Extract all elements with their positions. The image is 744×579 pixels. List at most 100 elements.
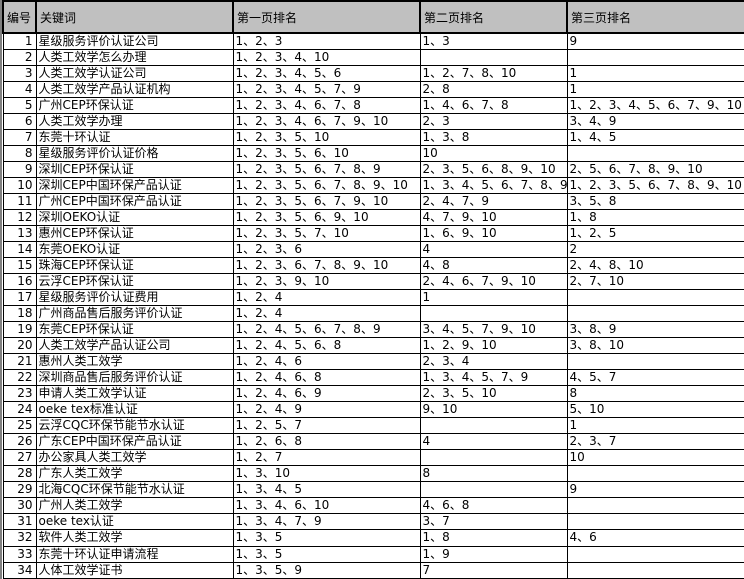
cell-keyword[interactable]: 办公家具人类工效学 <box>35 449 234 467</box>
cell-page3-rank[interactable]: 1、2、3、5、6、7、8、9、10 <box>566 177 744 195</box>
cell-keyword[interactable]: 软件人类工效学 <box>35 529 234 547</box>
cell-page3-rank[interactable]: 5、10 <box>566 401 744 419</box>
cell-page3-rank[interactable]: 2 <box>566 241 744 259</box>
cell-page3-rank[interactable]: 1、4、5 <box>566 129 744 147</box>
cell-page3-rank[interactable]: 10 <box>566 449 744 467</box>
cell-page3-rank[interactable]: 1 <box>566 81 744 99</box>
cell-page1-rank[interactable]: 1、2、4、5、6、7、8、9 <box>232 321 421 339</box>
cell-page2-rank[interactable] <box>419 305 568 323</box>
cell-page3-rank[interactable]: 1、2、5 <box>566 225 744 243</box>
cell-keyword[interactable]: 广州人类工效学 <box>35 497 234 515</box>
cell-page1-rank[interactable]: 1、2、3、5、6、7、8、9、10 <box>232 177 421 195</box>
cell-page1-rank[interactable]: 1、2、4、6 <box>232 353 421 371</box>
cell-page2-rank[interactable]: 7 <box>419 561 568 579</box>
cell-page3-rank[interactable]: 3、4、9 <box>566 113 744 131</box>
cell-id[interactable]: 20 <box>2 337 37 355</box>
cell-id[interactable]: 21 <box>2 353 37 371</box>
cell-keyword[interactable]: 人类工效学产品认证机构 <box>35 81 234 99</box>
cell-page3-rank[interactable] <box>566 305 744 323</box>
cell-page1-rank[interactable]: 1、2、4 <box>232 305 421 323</box>
cell-keyword[interactable]: 人体工效学证书 <box>35 561 234 579</box>
cell-keyword[interactable]: 申请人类工效学认证 <box>35 385 234 403</box>
cell-page1-rank[interactable]: 1、2、5、7 <box>232 417 421 435</box>
cell-page1-rank[interactable]: 1、2、3、4、6、7、8 <box>232 97 421 115</box>
cell-keyword[interactable]: 人类工效学办理 <box>35 113 234 131</box>
cell-page1-rank[interactable]: 1、2、3、4、5、6 <box>232 65 421 83</box>
cell-page2-rank[interactable]: 1、9 <box>419 545 568 563</box>
cell-page2-rank[interactable]: 1、4、6、7、8 <box>419 97 568 115</box>
cell-page3-rank[interactable]: 4、6 <box>566 529 744 547</box>
cell-page2-rank[interactable]: 3、7 <box>419 513 568 531</box>
cell-keyword[interactable]: 东莞OEKO认证 <box>35 241 234 259</box>
cell-page2-rank[interactable]: 1、3、4、5、6、7、8、9 <box>419 177 568 195</box>
cell-page2-rank[interactable]: 4、8 <box>419 257 568 275</box>
cell-page2-rank[interactable]: 1、3、8 <box>419 129 568 147</box>
cell-page2-rank[interactable]: 4 <box>419 241 568 259</box>
cell-id[interactable]: 17 <box>2 289 37 307</box>
cell-id[interactable]: 31 <box>2 513 37 531</box>
cell-page3-rank[interactable]: 3、5、8 <box>566 193 744 211</box>
cell-keyword[interactable]: 广州CEP中国环保产品认证 <box>35 193 234 211</box>
cell-page1-rank[interactable]: 1、2、7 <box>232 449 421 467</box>
cell-page3-rank[interactable] <box>566 145 744 163</box>
cell-page2-rank[interactable]: 4、6、8 <box>419 497 568 515</box>
cell-keyword[interactable]: 深圳商品售后服务评价认证 <box>35 369 234 387</box>
cell-page3-rank[interactable]: 9 <box>566 481 744 499</box>
cell-keyword[interactable]: 人类工效学怎么办理 <box>35 49 234 67</box>
cell-page2-rank[interactable]: 1、2、9、10 <box>419 337 568 355</box>
cell-page3-rank[interactable] <box>566 465 744 483</box>
cell-page2-rank[interactable]: 1、6、9、10 <box>419 225 568 243</box>
cell-page1-rank[interactable]: 1、2、3、5、6、7、9、10 <box>232 193 421 211</box>
cell-id[interactable]: 29 <box>2 481 37 499</box>
cell-page2-rank[interactable]: 1、8 <box>419 529 568 547</box>
cell-page3-rank[interactable]: 2、5、6、7、8、9、10 <box>566 161 744 179</box>
cell-id[interactable]: 30 <box>2 497 37 515</box>
cell-id[interactable]: 9 <box>2 161 37 179</box>
cell-id[interactable]: 1 <box>2 32 37 51</box>
cell-page2-rank[interactable]: 1 <box>419 289 568 307</box>
cell-page2-rank[interactable] <box>419 49 568 67</box>
cell-keyword[interactable]: 云浮CEP环保认证 <box>35 273 234 291</box>
cell-page1-rank[interactable]: 1、2、3、9、10 <box>232 273 421 291</box>
cell-page1-rank[interactable]: 1、3、5 <box>232 545 421 563</box>
cell-page1-rank[interactable]: 1、3、10 <box>232 465 421 483</box>
cell-page3-rank[interactable]: 2、4、8、10 <box>566 257 744 275</box>
cell-page1-rank[interactable]: 1、2、3 <box>232 32 421 51</box>
cell-id[interactable]: 32 <box>2 529 37 547</box>
cell-keyword[interactable]: 广东人类工效学 <box>35 465 234 483</box>
cell-page3-rank[interactable] <box>566 49 744 67</box>
cell-id[interactable]: 5 <box>2 97 37 115</box>
cell-id[interactable]: 8 <box>2 145 37 163</box>
cell-keyword[interactable]: 深圳CEP环保认证 <box>35 161 234 179</box>
cell-keyword[interactable]: 云浮CQC环保节能节水认证 <box>35 417 234 435</box>
cell-id[interactable]: 24 <box>2 401 37 419</box>
cell-keyword[interactable]: 北海CQC环保节能节水认证 <box>35 481 234 499</box>
cell-id[interactable]: 15 <box>2 257 37 275</box>
cell-id[interactable]: 12 <box>2 209 37 227</box>
cell-page2-rank[interactable]: 4 <box>419 433 568 451</box>
cell-keyword[interactable]: 惠州人类工效学 <box>35 353 234 371</box>
cell-id[interactable]: 26 <box>2 433 37 451</box>
cell-page2-rank[interactable]: 2、4、6、7、9、10 <box>419 273 568 291</box>
cell-keyword[interactable]: 广州商品售后服务评价认证 <box>35 305 234 323</box>
cell-keyword[interactable]: 星级服务评价认证价格 <box>35 145 234 163</box>
cell-keyword[interactable]: 深圳OEKO认证 <box>35 209 234 227</box>
cell-page2-rank[interactable]: 8 <box>419 465 568 483</box>
cell-page1-rank[interactable]: 1、3、5 <box>232 529 421 547</box>
cell-page2-rank[interactable] <box>419 481 568 499</box>
cell-page2-rank[interactable] <box>419 417 568 435</box>
cell-id[interactable]: 16 <box>2 273 37 291</box>
cell-id[interactable]: 22 <box>2 369 37 387</box>
cell-id[interactable]: 4 <box>2 81 37 99</box>
cell-page3-rank[interactable]: 1 <box>566 417 744 435</box>
col-header-keyword[interactable]: 关键词 <box>35 0 234 34</box>
cell-page2-rank[interactable]: 2、3、5、10 <box>419 385 568 403</box>
cell-page1-rank[interactable]: 1、2、3、4、10 <box>232 49 421 67</box>
cell-page2-rank[interactable]: 2、8 <box>419 81 568 99</box>
col-header-page3[interactable]: 第三页排名 <box>566 0 744 34</box>
cell-page1-rank[interactable]: 1、2、3、4、6、7、9、10 <box>232 113 421 131</box>
cell-page3-rank[interactable]: 3、8、9 <box>566 321 744 339</box>
cell-keyword[interactable]: 珠海CEP环保认证 <box>35 257 234 275</box>
cell-id[interactable]: 13 <box>2 225 37 243</box>
cell-page1-rank[interactable]: 1、2、4、6、8 <box>232 369 421 387</box>
